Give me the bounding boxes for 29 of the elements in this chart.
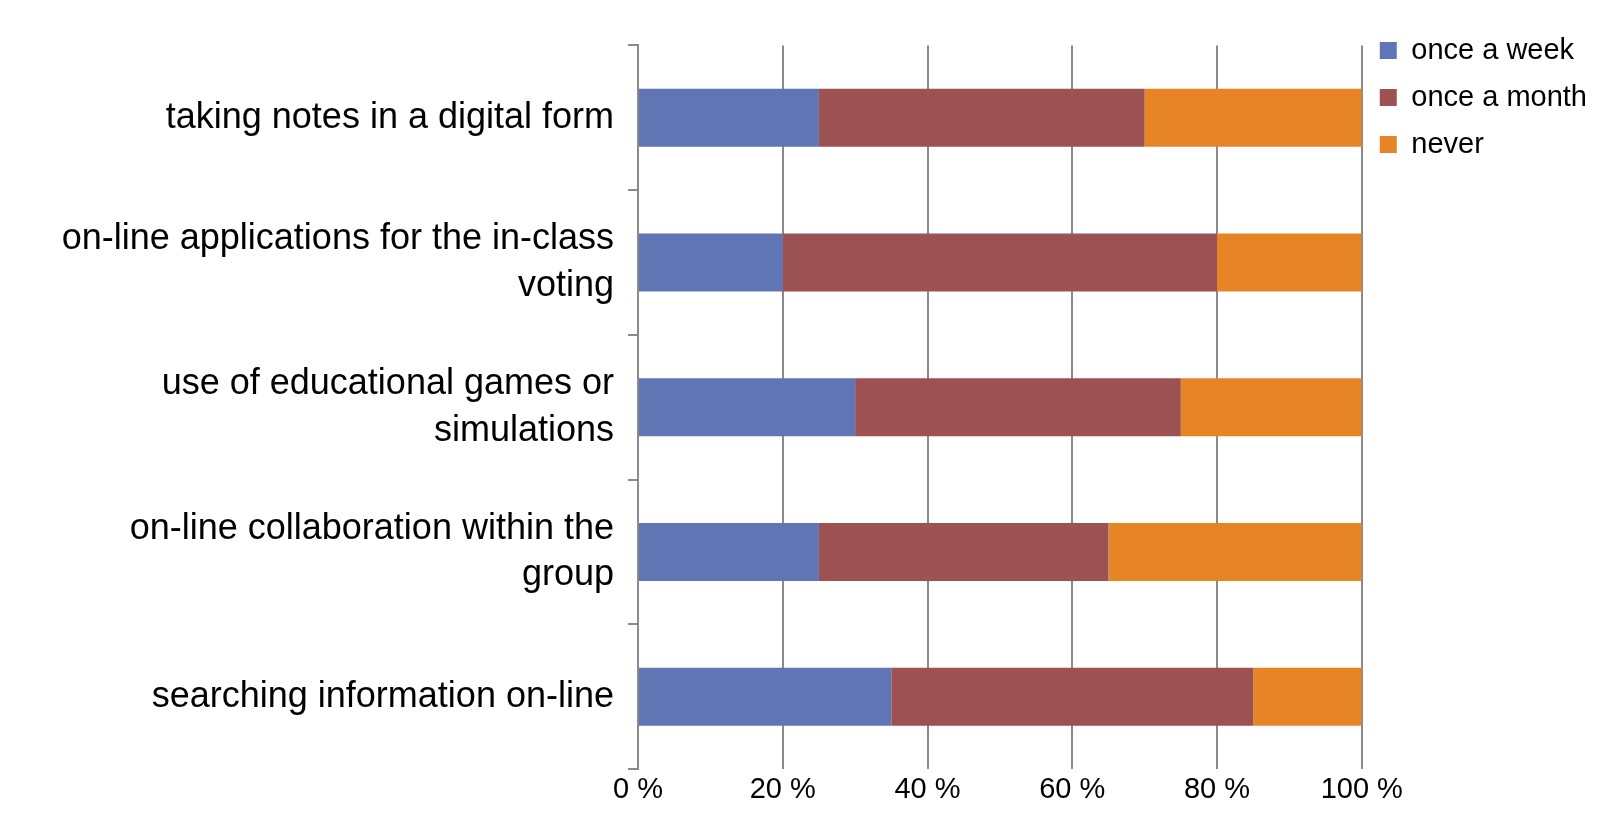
x-tick-label: 100 % <box>1320 771 1403 804</box>
y-tick-label: taking notes in a digital form <box>165 94 614 136</box>
bar <box>639 233 783 292</box>
bar <box>639 88 819 147</box>
x-tick-label: 0 % <box>613 771 663 804</box>
legend-label: once a month <box>1411 79 1588 112</box>
bar <box>1253 667 1362 726</box>
x-tick-label: 80 % <box>1183 771 1251 804</box>
x-tick-label: 60 % <box>1039 771 1106 804</box>
bar <box>639 667 892 726</box>
bar <box>639 523 819 582</box>
bar <box>1217 233 1362 292</box>
x-tick-label: 20 % <box>749 771 816 804</box>
bar <box>639 378 856 437</box>
bar <box>1180 378 1362 437</box>
y-tick-label: on-line collaboration within the group <box>129 505 614 594</box>
bar <box>891 667 1254 726</box>
bar <box>818 88 1145 147</box>
legend-label: never <box>1411 126 1485 159</box>
bar <box>855 378 1181 437</box>
legend-label: once a week <box>1411 32 1575 65</box>
x-tick-label: 40 % <box>894 771 961 804</box>
y-tick-label: on-line applications for the in-class voting <box>61 216 614 304</box>
bar <box>818 523 1109 582</box>
y-tick-label: use of educational games or simulations <box>161 360 614 449</box>
bar <box>782 233 1218 292</box>
bar <box>1108 523 1362 582</box>
y-tick-label: searching information on-line <box>151 673 614 715</box>
bar <box>1144 88 1362 147</box>
